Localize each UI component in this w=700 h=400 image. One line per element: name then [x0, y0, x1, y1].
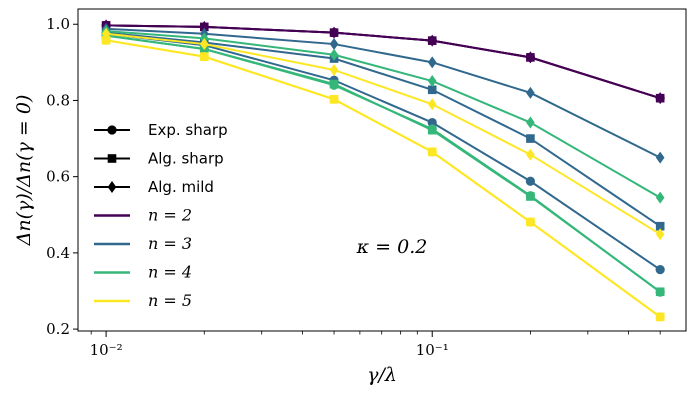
- x-axis-label: γ/λ: [367, 364, 397, 386]
- legend-entry-n5: n = 5: [94, 291, 192, 310]
- data-point-n5-alg-sharp-3: [427, 147, 437, 157]
- data-point-n5-alg-mild-2: [329, 63, 339, 76]
- data-point-n5-alg-mild-0: [101, 27, 111, 40]
- legend-entry-n2: n = 2: [94, 206, 192, 225]
- data-point-n3-alg-mild-4: [526, 86, 535, 99]
- legend-marker-circle: [107, 125, 117, 135]
- legend: Exp. sharp Alg. sharp Alg. mild n = 2 n = 3 n…: [94, 121, 228, 310]
- data-point-n2-alg-mild-5: [655, 92, 665, 105]
- series-line-n2-alg-mild: [106, 24, 661, 100]
- legend-entry-diamond: Alg. mild: [94, 178, 214, 196]
- legend-marker-square: [107, 154, 117, 163]
- data-point-n2-alg-mild-3: [427, 34, 437, 47]
- data-point-n2-alg-mild-4: [526, 51, 535, 64]
- data-point-n4-alg-mild-2: [329, 48, 339, 61]
- series-line-n3-alg-mild: [106, 27, 661, 159]
- legend-entry-circle: Exp. sharp: [94, 121, 228, 139]
- plot-area: [78, 9, 686, 331]
- series-line-n5-alg-mild: [106, 32, 661, 236]
- data-point-n5-alg-mild-3: [427, 98, 437, 111]
- data-point-n5-alg-sharp-1: [199, 52, 209, 61]
- data-point-n5-alg-sharp-2: [329, 95, 339, 104]
- y-axis-label: Δn(γ)/Δn(γ = 0): [13, 95, 35, 247]
- data-point-n3-exp-3: [427, 117, 437, 128]
- series-n5-alg-sharp: [101, 35, 665, 322]
- data-point-n3-exp-4: [525, 176, 536, 186]
- data-point-n3-alg-mild-3: [427, 56, 437, 69]
- data-point-n3-alg-sharp-3: [427, 85, 437, 95]
- series-line-n4-alg-sharp: [105, 34, 661, 293]
- legend-label: n = 2: [148, 206, 192, 225]
- x-tick-label: 10⁻²: [90, 341, 123, 359]
- legend-label: n = 3: [148, 234, 192, 253]
- legend-marker-diamond: [107, 181, 117, 193]
- data-point-n3-alg-mild-2: [329, 38, 339, 51]
- axes-layer: 0.2 0.4 0.6 0.8 1.0 10⁻² 10⁻¹: [46, 8, 687, 359]
- data-point-n3-alg-sharp-5: [655, 221, 665, 231]
- legend-label: Alg. mild: [148, 178, 214, 196]
- legend-label: n = 5: [148, 291, 192, 310]
- data-point-n5-alg-sharp-0: [101, 35, 111, 45]
- y-tick-label: 0.8: [46, 91, 70, 109]
- kappa-annotation: κ = 0.2: [356, 236, 428, 258]
- series-line-n3-alg-sharp: [106, 31, 661, 228]
- data-point-n4-alg-mild-5: [655, 191, 665, 204]
- series-n4-alg-mild: [101, 25, 665, 204]
- data-point-n4-alg-mild-4: [526, 116, 535, 129]
- data-point-n2-alg-mild-1: [199, 20, 209, 33]
- legend-entry-n3: n = 3: [94, 234, 192, 253]
- data-point-n4-alg-sharp-3: [427, 125, 437, 135]
- legend-label: n = 4: [148, 263, 192, 282]
- series-line-n4-alg-mild: [106, 30, 661, 199]
- data-point-n3-alg-sharp-4: [526, 134, 535, 143]
- series-line-n5-alg-sharp: [105, 39, 661, 318]
- y-tick-label: 0.6: [46, 168, 70, 186]
- legend-label: Exp. sharp: [148, 121, 228, 139]
- data-point-n5-alg-mild-5: [655, 228, 665, 241]
- y-tick-label: 0.4: [46, 244, 70, 262]
- data-point-n4-alg-sharp-4: [526, 192, 535, 201]
- y-tick-label: 0.2: [46, 320, 70, 338]
- data-point-n5-alg-mild-4: [526, 148, 535, 161]
- data-point-n4-alg-mild-3: [427, 75, 437, 88]
- data-point-n4-alg-sharp-5: [655, 287, 665, 297]
- data-point-n2-alg-mild-2: [329, 26, 339, 39]
- data-point-n3-alg-mild-5: [655, 151, 665, 164]
- legend-label: Alg. sharp: [148, 150, 224, 168]
- x-tick-label: 10⁻¹: [416, 341, 449, 359]
- y-tick-label: 1.0: [46, 15, 70, 33]
- data-point-n5-alg-sharp-4: [526, 217, 535, 227]
- legend-entry-square: Alg. sharp: [94, 150, 224, 168]
- data-point-n4-alg-sharp-2: [329, 79, 339, 89]
- data-point-n5-alg-sharp-5: [655, 312, 665, 322]
- data-point-n3-exp-5: [655, 265, 665, 275]
- legend-entry-n4: n = 4: [94, 263, 192, 282]
- series-n5-alg-mild: [101, 27, 665, 241]
- series-layer: [101, 19, 665, 322]
- data-point-n5-alg-mild-1: [199, 38, 209, 51]
